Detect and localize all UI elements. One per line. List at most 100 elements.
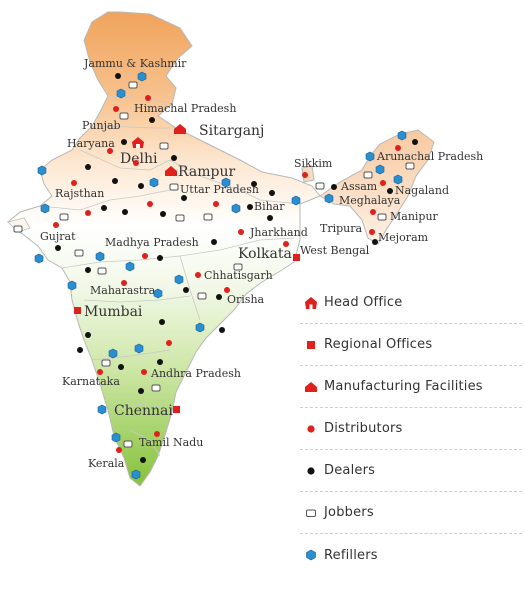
legend-label: Distributors bbox=[324, 421, 403, 436]
dealer-marker bbox=[149, 117, 155, 123]
refiller-marker bbox=[97, 404, 107, 415]
regional-office-icon bbox=[300, 340, 322, 350]
jobber-marker bbox=[128, 81, 138, 89]
manufacturing-marker bbox=[165, 166, 177, 176]
state-label: Chhatisgarh bbox=[204, 269, 273, 282]
refiller-marker bbox=[137, 71, 147, 82]
dealer-marker bbox=[216, 294, 222, 300]
jobber-marker bbox=[377, 213, 387, 221]
distributor-marker bbox=[154, 431, 160, 437]
dealer-marker bbox=[183, 287, 189, 293]
distributor-marker bbox=[380, 180, 386, 186]
state-label: Rajsthan bbox=[55, 187, 104, 200]
legend-item-head-office: Head Office bbox=[300, 282, 522, 324]
jobber-marker bbox=[175, 214, 185, 222]
legend-item-manufacturing: Manufacturing Facilities bbox=[300, 366, 522, 408]
refiller-marker bbox=[134, 343, 144, 354]
dealer-marker bbox=[412, 139, 418, 145]
distributor-marker bbox=[395, 145, 401, 151]
city-label: Kolkata bbox=[238, 246, 292, 262]
legend-item-jobbers: Jobbers bbox=[300, 492, 522, 534]
jobber-markers bbox=[13, 81, 415, 448]
distributor-marker bbox=[85, 210, 91, 216]
city-label: Chennai bbox=[114, 403, 173, 419]
jobber-marker bbox=[97, 267, 107, 275]
dealer-marker bbox=[267, 215, 273, 221]
refiller-marker bbox=[95, 251, 105, 262]
distributor-marker bbox=[53, 222, 59, 228]
refiller-marker bbox=[365, 151, 375, 162]
dealer-marker bbox=[138, 388, 144, 394]
state-labels: Jammu & Kashmir Himachal Pradesh Punjab … bbox=[40, 57, 483, 470]
dealer-marker bbox=[85, 267, 91, 273]
black-dot-icon bbox=[300, 466, 322, 476]
jobber-marker bbox=[405, 162, 415, 170]
jobber-marker bbox=[101, 359, 111, 367]
refiller-marker bbox=[221, 177, 231, 188]
jobber-marker bbox=[363, 171, 373, 179]
state-label: Tripura bbox=[320, 222, 362, 235]
state-label: Sikkim bbox=[294, 157, 333, 170]
jobber-marker bbox=[119, 112, 129, 120]
dealer-marker bbox=[251, 181, 257, 187]
dealer-marker bbox=[331, 184, 337, 190]
distributor-marker bbox=[147, 201, 153, 207]
state-label: Uttar Pradesh bbox=[180, 183, 259, 196]
dealer-marker bbox=[77, 347, 83, 353]
dealer-marker bbox=[101, 205, 107, 211]
jobber-marker bbox=[203, 213, 213, 221]
dealer-marker bbox=[269, 190, 275, 196]
legend-item-distributors: Distributors bbox=[300, 408, 522, 450]
state-label: Mejoram bbox=[378, 231, 429, 244]
refiller-marker bbox=[174, 274, 184, 285]
refiller-marker bbox=[37, 165, 47, 176]
dealer-marker bbox=[157, 255, 163, 261]
dealer-marker bbox=[122, 209, 128, 215]
state-label: Haryana bbox=[67, 137, 115, 150]
city-label: Rampur bbox=[178, 164, 235, 180]
legend-label: Regional Offices bbox=[324, 337, 433, 352]
dealer-marker bbox=[115, 73, 121, 79]
refiller-marker bbox=[149, 177, 159, 188]
state-label: Madhya Pradesh bbox=[105, 236, 199, 249]
state-label: Karnataka bbox=[62, 375, 120, 388]
legend-item-dealers: Dealers bbox=[300, 450, 522, 492]
jobber-marker bbox=[59, 213, 69, 221]
manufacturing-markers bbox=[165, 124, 186, 176]
distributor-marker bbox=[213, 201, 219, 207]
legend-item-refillers: Refillers bbox=[300, 534, 522, 576]
distributor-marker bbox=[116, 447, 122, 453]
refiller-markers bbox=[34, 71, 407, 480]
dealer-marker bbox=[118, 364, 124, 370]
jobber-marker bbox=[169, 183, 179, 191]
jobber-icon bbox=[300, 508, 322, 518]
state-label: Gujrat bbox=[40, 230, 76, 243]
distributor-marker bbox=[302, 172, 308, 178]
state-label: Manipur bbox=[390, 210, 439, 223]
state-label: Bihar bbox=[254, 200, 285, 213]
dealer-marker bbox=[55, 245, 61, 251]
distributor-marker bbox=[195, 272, 201, 278]
legend-item-regional-offices: Regional Offices bbox=[300, 324, 522, 366]
legend-label: Refillers bbox=[324, 547, 378, 563]
distributor-marker bbox=[369, 229, 375, 235]
dealer-markers bbox=[55, 73, 418, 463]
state-label: Maharastra bbox=[90, 284, 156, 297]
distributor-marker bbox=[113, 106, 119, 112]
jobber-marker bbox=[233, 263, 243, 271]
dealer-marker bbox=[247, 204, 253, 210]
head-office-marker bbox=[132, 137, 144, 148]
dealer-marker bbox=[121, 139, 127, 145]
factory-icon bbox=[300, 381, 322, 393]
distributor-marker bbox=[145, 95, 151, 101]
state-label: Himachal Pradesh bbox=[134, 102, 236, 115]
dealer-marker bbox=[171, 155, 177, 161]
distributor-marker bbox=[166, 340, 172, 346]
distributor-marker bbox=[97, 369, 103, 375]
red-dot-icon bbox=[300, 424, 322, 434]
dealer-marker bbox=[157, 359, 163, 365]
dealer-marker bbox=[387, 188, 393, 194]
regional-office-marker bbox=[74, 307, 81, 314]
jobber-marker bbox=[197, 292, 207, 300]
